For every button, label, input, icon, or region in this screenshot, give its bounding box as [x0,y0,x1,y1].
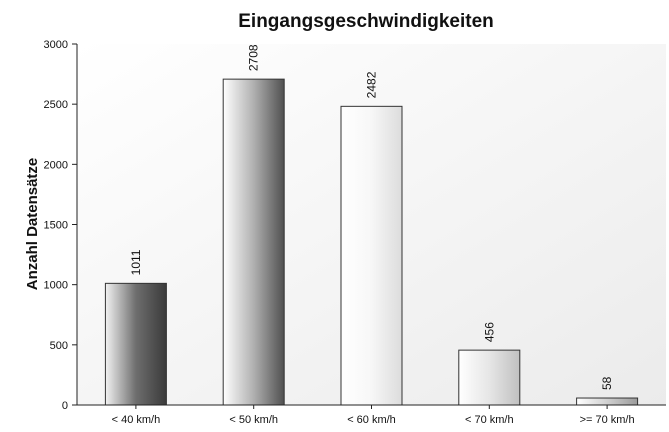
y-tick-label: 2500 [44,99,68,111]
data-labels-group: 1011 2708 2482 456 58 [129,44,614,390]
bar [458,349,521,406]
y-tick-label: 2000 [44,159,68,171]
x-tick-label: < 60 km/h [347,414,396,426]
data-label: 456 [482,322,496,342]
x-tick-label: < 70 km/h [465,414,514,426]
y-axis-ticks: 0 500 1000 1500 2000 2500 3000 [44,39,77,412]
y-tick-label: 3000 [44,39,68,51]
x-axis-ticks: < 40 km/h < 50 km/h < 60 km/h < 70 km/h >= 7… [112,405,635,426]
data-label: 2482 [365,71,379,98]
y-tick-label: 1500 [44,220,68,232]
y-tick-label: 1000 [44,280,68,292]
x-tick-label: >= 70 km/h [580,414,635,426]
data-label: 1011 [129,249,143,275]
y-axis-label: Anzahl Datensätze [24,158,41,291]
bar [340,105,403,406]
x-tick-label: < 40 km/h [112,414,161,426]
bar [104,282,167,406]
y-tick-label: 0 [62,400,68,412]
x-tick-label: < 50 km/h [229,414,278,426]
bar [222,78,285,406]
bar [576,397,639,406]
y-tick-label: 500 [50,340,68,352]
chart-title: Eingangsgeschwindigkeiten [238,11,494,32]
data-label: 2708 [247,44,261,71]
data-label: 58 [600,376,614,390]
